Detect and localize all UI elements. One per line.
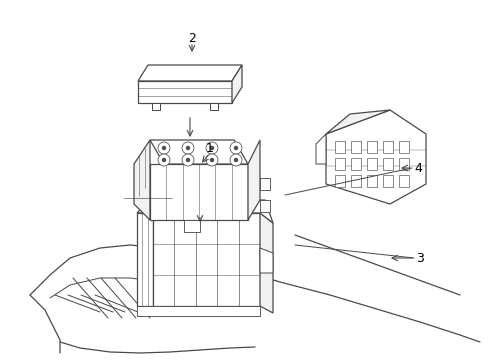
Polygon shape <box>260 200 269 212</box>
Polygon shape <box>231 65 242 103</box>
Circle shape <box>209 146 214 150</box>
Circle shape <box>229 142 242 154</box>
Polygon shape <box>138 81 231 103</box>
Polygon shape <box>334 158 345 170</box>
Polygon shape <box>150 140 247 164</box>
Polygon shape <box>153 223 244 298</box>
Polygon shape <box>334 141 345 153</box>
Circle shape <box>162 146 165 150</box>
Polygon shape <box>382 175 392 187</box>
Text: 4: 4 <box>413 162 421 175</box>
Circle shape <box>234 146 238 150</box>
Polygon shape <box>350 175 360 187</box>
Polygon shape <box>153 213 260 306</box>
Polygon shape <box>325 110 425 204</box>
Polygon shape <box>183 220 200 232</box>
Circle shape <box>234 158 238 162</box>
Circle shape <box>229 154 242 166</box>
Polygon shape <box>350 141 360 153</box>
Polygon shape <box>382 158 392 170</box>
Polygon shape <box>398 141 408 153</box>
Polygon shape <box>134 140 150 220</box>
Circle shape <box>182 142 194 154</box>
Polygon shape <box>138 65 242 81</box>
Circle shape <box>185 158 190 162</box>
Polygon shape <box>209 103 218 110</box>
Polygon shape <box>382 141 392 153</box>
Polygon shape <box>247 140 260 220</box>
Polygon shape <box>398 175 408 187</box>
Circle shape <box>205 154 218 166</box>
Polygon shape <box>366 175 376 187</box>
Circle shape <box>205 142 218 154</box>
Circle shape <box>185 146 190 150</box>
Polygon shape <box>366 141 376 153</box>
Polygon shape <box>152 103 160 110</box>
Polygon shape <box>398 158 408 170</box>
Polygon shape <box>260 213 272 313</box>
Polygon shape <box>150 164 247 220</box>
Polygon shape <box>137 213 153 306</box>
Text: 3: 3 <box>415 252 423 265</box>
Circle shape <box>162 158 165 162</box>
Text: 1: 1 <box>205 141 214 154</box>
Polygon shape <box>334 175 345 187</box>
Circle shape <box>209 158 214 162</box>
Polygon shape <box>137 306 260 316</box>
Polygon shape <box>325 110 389 134</box>
Circle shape <box>182 154 194 166</box>
Polygon shape <box>350 158 360 170</box>
Polygon shape <box>260 178 269 190</box>
Circle shape <box>158 142 170 154</box>
Polygon shape <box>260 248 272 273</box>
Polygon shape <box>137 200 272 223</box>
Text: 2: 2 <box>188 31 196 45</box>
Polygon shape <box>366 158 376 170</box>
Polygon shape <box>315 134 325 164</box>
Circle shape <box>158 154 170 166</box>
